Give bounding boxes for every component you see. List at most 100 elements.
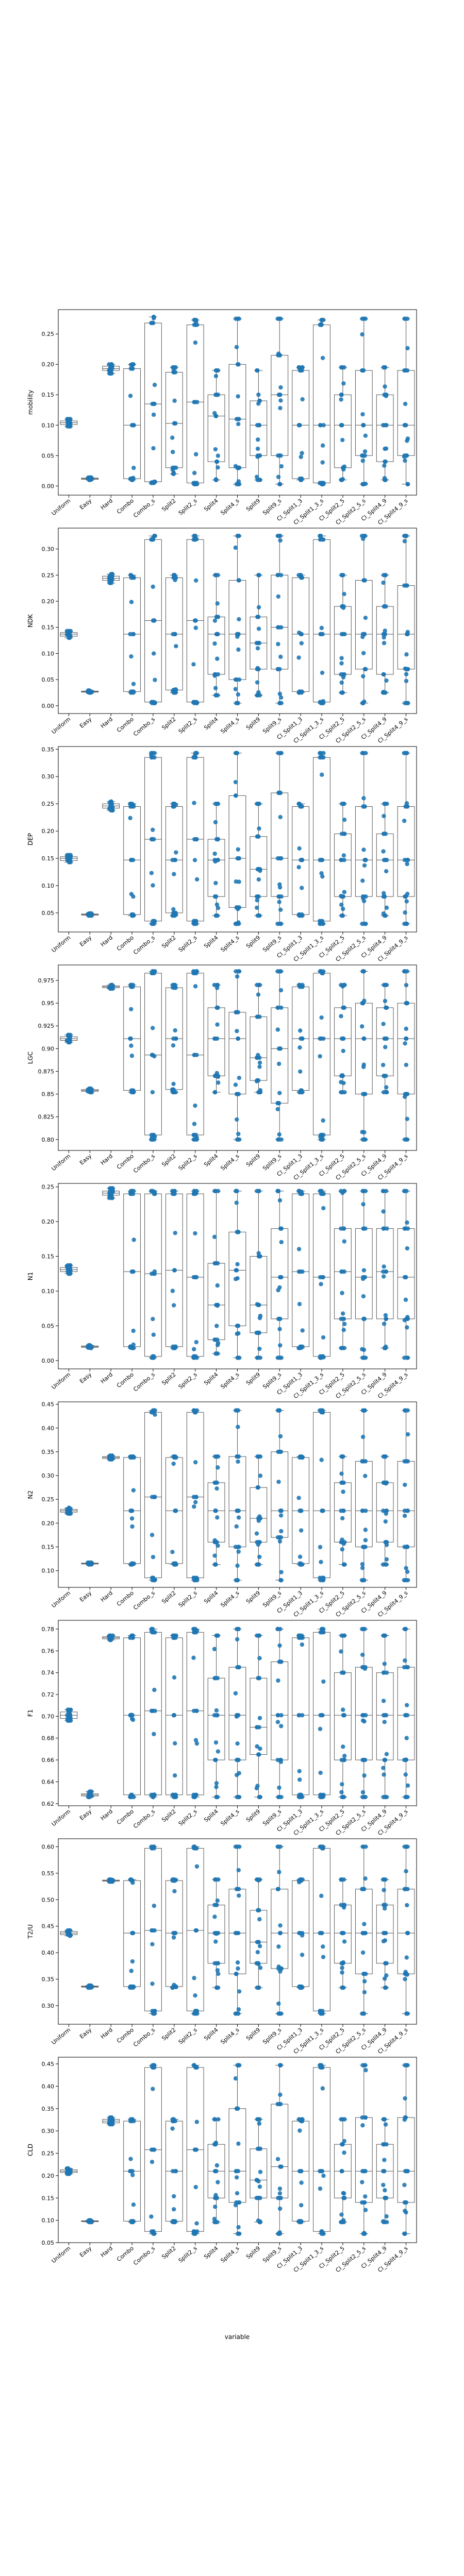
data-point bbox=[233, 2202, 238, 2208]
data-point bbox=[279, 1529, 284, 1534]
data-point bbox=[382, 1888, 386, 1892]
data-point bbox=[235, 856, 240, 861]
data-point bbox=[276, 1061, 281, 1066]
data-point bbox=[129, 1634, 135, 1639]
data-point bbox=[150, 1981, 155, 1986]
data-point bbox=[152, 382, 157, 387]
data-point bbox=[192, 970, 197, 974]
data-point bbox=[297, 2117, 302, 2123]
data-point bbox=[129, 1516, 135, 1521]
data-point bbox=[235, 1276, 240, 1281]
data-point bbox=[339, 1790, 344, 1794]
data-point bbox=[131, 803, 136, 807]
data-point bbox=[171, 1303, 176, 1308]
data-point bbox=[236, 394, 240, 399]
data-point bbox=[130, 2173, 135, 2177]
box-group bbox=[207, 801, 225, 918]
data-point bbox=[275, 1626, 280, 1632]
data-point bbox=[402, 2231, 407, 2236]
data-point bbox=[342, 1005, 346, 1010]
data-point bbox=[382, 1633, 387, 1638]
data-point bbox=[235, 1773, 239, 1777]
data-point bbox=[151, 320, 156, 326]
data-point bbox=[361, 316, 367, 321]
data-point bbox=[276, 1189, 281, 1194]
data-point bbox=[319, 1930, 324, 1936]
y-tick-label: 0.10 bbox=[42, 1568, 55, 1574]
data-point bbox=[193, 481, 198, 486]
data-point bbox=[213, 686, 218, 690]
data-point bbox=[214, 2169, 219, 2174]
data-point bbox=[298, 574, 303, 579]
data-point bbox=[340, 437, 345, 443]
data-point bbox=[320, 1629, 325, 1634]
data-point bbox=[341, 1316, 346, 1321]
data-point bbox=[276, 1944, 281, 1949]
data-point bbox=[402, 1513, 407, 1518]
data-point bbox=[170, 858, 175, 862]
data-point bbox=[152, 651, 156, 656]
data-point bbox=[216, 1543, 220, 1548]
data-point bbox=[170, 435, 175, 440]
data-point bbox=[255, 2117, 260, 2122]
data-point bbox=[383, 1906, 387, 1911]
data-point bbox=[257, 2146, 261, 2151]
data-point bbox=[174, 465, 178, 470]
data-point bbox=[173, 1877, 178, 1883]
data-point bbox=[361, 896, 366, 901]
data-point bbox=[212, 894, 218, 899]
data-point bbox=[360, 1024, 364, 1029]
data-point bbox=[171, 632, 175, 637]
box-group bbox=[165, 801, 183, 918]
data-point bbox=[299, 1189, 304, 1194]
data-point bbox=[279, 1240, 284, 1245]
data-point bbox=[362, 1316, 367, 1321]
y-tick-label: 0.35 bbox=[42, 1449, 55, 1455]
data-point bbox=[339, 2212, 344, 2217]
data-point bbox=[234, 1972, 239, 1976]
data-point bbox=[384, 1480, 389, 1485]
data-point bbox=[235, 1117, 239, 1122]
data-point bbox=[234, 1930, 239, 1936]
data-point bbox=[131, 1238, 136, 1242]
data-point bbox=[256, 1485, 261, 1490]
data-point bbox=[110, 1878, 115, 1883]
data-point bbox=[360, 1718, 366, 1723]
data-point bbox=[404, 921, 409, 926]
data-point bbox=[255, 680, 260, 685]
data-point bbox=[255, 1454, 260, 1459]
data-point bbox=[319, 1191, 324, 1196]
data-point bbox=[256, 1752, 261, 1757]
data-point bbox=[361, 1202, 366, 1207]
box-group bbox=[186, 751, 204, 926]
data-point bbox=[173, 1634, 177, 1639]
data-point bbox=[361, 1887, 366, 1891]
data-point bbox=[342, 1633, 346, 1638]
data-point bbox=[404, 801, 409, 806]
data-point bbox=[236, 2225, 241, 2230]
data-point bbox=[405, 346, 410, 351]
data-point bbox=[173, 1230, 177, 1235]
data-point bbox=[234, 1010, 239, 1014]
y-tick-label: 0.35 bbox=[42, 1976, 55, 1983]
data-point bbox=[255, 646, 260, 651]
data-point bbox=[279, 2011, 284, 2016]
box-group bbox=[292, 801, 310, 918]
data-point bbox=[172, 1268, 177, 1273]
data-point bbox=[213, 859, 218, 864]
data-point bbox=[172, 575, 177, 580]
data-point bbox=[151, 535, 156, 540]
data-point bbox=[341, 605, 346, 610]
data-point bbox=[403, 458, 407, 463]
data-point bbox=[153, 677, 157, 682]
data-point bbox=[340, 1537, 344, 1542]
data-point bbox=[381, 1269, 386, 1274]
data-point bbox=[404, 1703, 409, 1707]
data-point bbox=[65, 417, 71, 421]
y-tick-label: 0.45 bbox=[42, 1401, 55, 1408]
data-point bbox=[234, 1524, 239, 1529]
data-point bbox=[383, 459, 388, 464]
data-point bbox=[257, 982, 261, 988]
data-point bbox=[234, 316, 238, 321]
data-point bbox=[342, 2139, 347, 2143]
